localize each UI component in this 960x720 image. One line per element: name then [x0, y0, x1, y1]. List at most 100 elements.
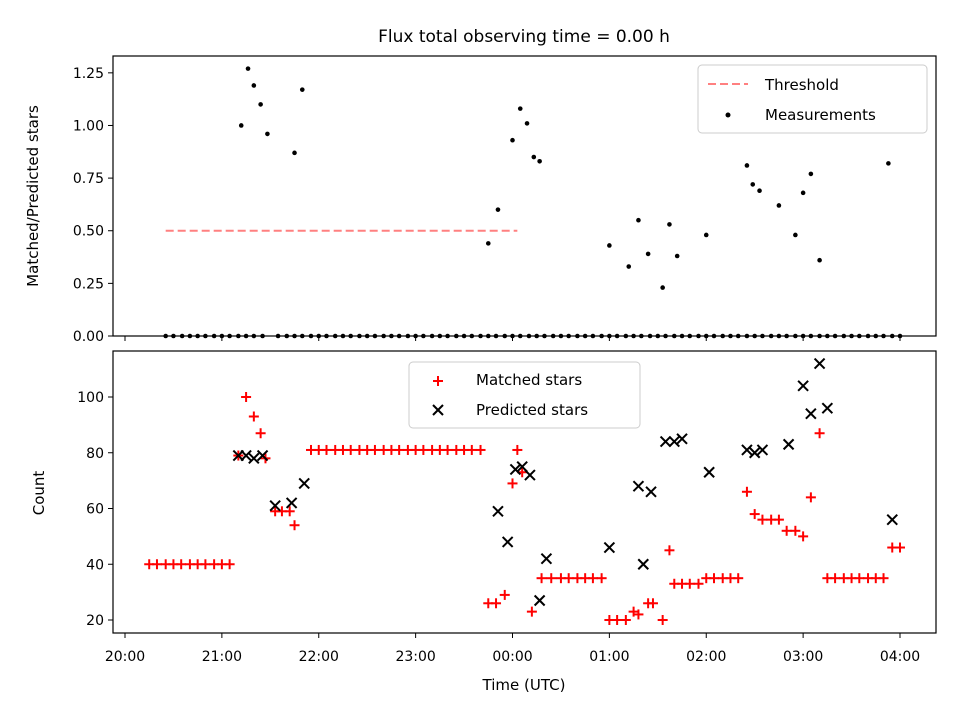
measurement-point — [744, 163, 750, 168]
measurement-point — [437, 333, 443, 339]
measurement-point — [461, 333, 467, 339]
matched-star-point — [657, 615, 668, 625]
measurement-point — [537, 158, 542, 164]
measurement-point — [308, 333, 314, 339]
predicted-star-point — [248, 452, 260, 465]
predicted-x-b — [533, 594, 546, 607]
bottom-x-tick-label: 23:00 — [395, 649, 435, 665]
measurement-point — [357, 333, 362, 339]
matched-star-point — [475, 444, 486, 455]
measurement-point — [485, 241, 491, 246]
legend-predicted-label: Predicted stars — [476, 401, 588, 419]
measurement-point — [607, 333, 612, 339]
matched-star-point — [684, 578, 695, 589]
measurement-point — [396, 333, 402, 339]
measurement-point — [776, 333, 782, 339]
matched-star-point — [854, 573, 865, 584]
measurement-point — [647, 333, 653, 339]
matched-star-point — [563, 573, 574, 584]
measurement-point — [720, 333, 726, 339]
predicted-x-b — [285, 497, 298, 509]
predicted-x-b — [632, 480, 645, 492]
measurement-point — [849, 333, 854, 339]
measurement-point — [195, 333, 200, 339]
predicted-star-point — [637, 558, 649, 570]
measurement-point — [631, 333, 636, 339]
measurement-point — [429, 333, 435, 339]
matched-star-point — [418, 444, 429, 455]
top-legend-box — [697, 64, 928, 134]
measurement-point — [219, 333, 225, 339]
predicted-x-b — [248, 452, 260, 465]
bottom-legend-box — [408, 361, 641, 429]
top-legend: Threshold Measurements — [697, 64, 928, 134]
measurement-point — [793, 333, 798, 339]
matched-star-point — [442, 444, 453, 455]
predicted-x-b — [603, 541, 616, 554]
matched-star-point — [466, 444, 477, 455]
predicted-x-b — [516, 460, 528, 473]
predicted-x-b — [637, 558, 649, 570]
measurement-point — [735, 333, 741, 339]
measurement-point — [517, 106, 523, 111]
measurement-point — [865, 333, 871, 339]
measurement-point — [524, 121, 530, 126]
matched-star-point — [369, 444, 380, 455]
matched-star-point — [345, 444, 356, 455]
matched-star-point — [741, 486, 752, 497]
measurement-point — [711, 333, 717, 339]
measurement-point — [493, 333, 499, 339]
predicted-star-point — [501, 536, 514, 548]
measurement-point — [324, 333, 329, 339]
top-axes: 0.00 0.25 0.50 0.75 1.00 1.25 Matched/Predict… — [24, 55, 937, 345]
legend-threshold-label: Threshold — [764, 76, 839, 94]
measurement-point — [750, 182, 756, 187]
measurement-point — [886, 161, 891, 166]
matched-star-point — [830, 573, 841, 584]
predicted-x-b — [659, 435, 672, 448]
chart-title: Flux total observing time = 0.00 h — [378, 27, 670, 47]
predicted-x-b — [813, 357, 826, 370]
measurement-point — [299, 87, 305, 92]
measurement-point — [808, 333, 814, 339]
measurement-point — [203, 333, 208, 339]
predicted-x-b — [501, 536, 514, 548]
matched-star-point — [491, 598, 502, 609]
measurement-point — [776, 203, 782, 208]
bottom-y-tick-label: 60 — [86, 502, 104, 518]
measurement-point — [260, 333, 265, 339]
predicted-x-b — [509, 463, 522, 476]
predicted-x-b — [492, 505, 504, 517]
measurement-point — [531, 154, 537, 160]
matched-star-point — [709, 573, 719, 584]
matched-star-point — [526, 606, 537, 617]
measurement-point — [179, 333, 185, 339]
measurement-point — [566, 333, 571, 339]
measurement-point — [485, 333, 491, 339]
measurement-point — [413, 333, 418, 339]
matched-star-point — [289, 520, 300, 531]
predicted-star-point — [269, 500, 281, 512]
legend-matched-swatch — [433, 376, 443, 386]
measurement-point — [660, 285, 665, 290]
measurement-point — [258, 102, 263, 107]
matched-star-point — [814, 428, 825, 439]
measurement-point — [639, 333, 644, 339]
matched-star-point — [200, 559, 211, 570]
measurement-point — [502, 333, 508, 339]
predicted-star-point — [632, 480, 645, 492]
matched-star-point — [321, 444, 332, 455]
legend-measurements-label: Measurements — [765, 106, 876, 124]
bottom-legend: Matched stars Predicted stars — [408, 361, 641, 429]
measurement-point — [655, 333, 661, 339]
predicted-x-b — [524, 469, 536, 481]
bottom-x-tick-label: 22:00 — [299, 649, 339, 665]
measurement-point — [348, 333, 354, 339]
measurement-point — [445, 333, 450, 339]
matched-star-point — [241, 392, 252, 402]
predicted-star-point — [748, 447, 761, 459]
predicted-star-point — [886, 513, 898, 526]
measurement-point — [405, 333, 411, 339]
measurement-point — [454, 333, 459, 339]
measurement-point — [744, 333, 750, 339]
